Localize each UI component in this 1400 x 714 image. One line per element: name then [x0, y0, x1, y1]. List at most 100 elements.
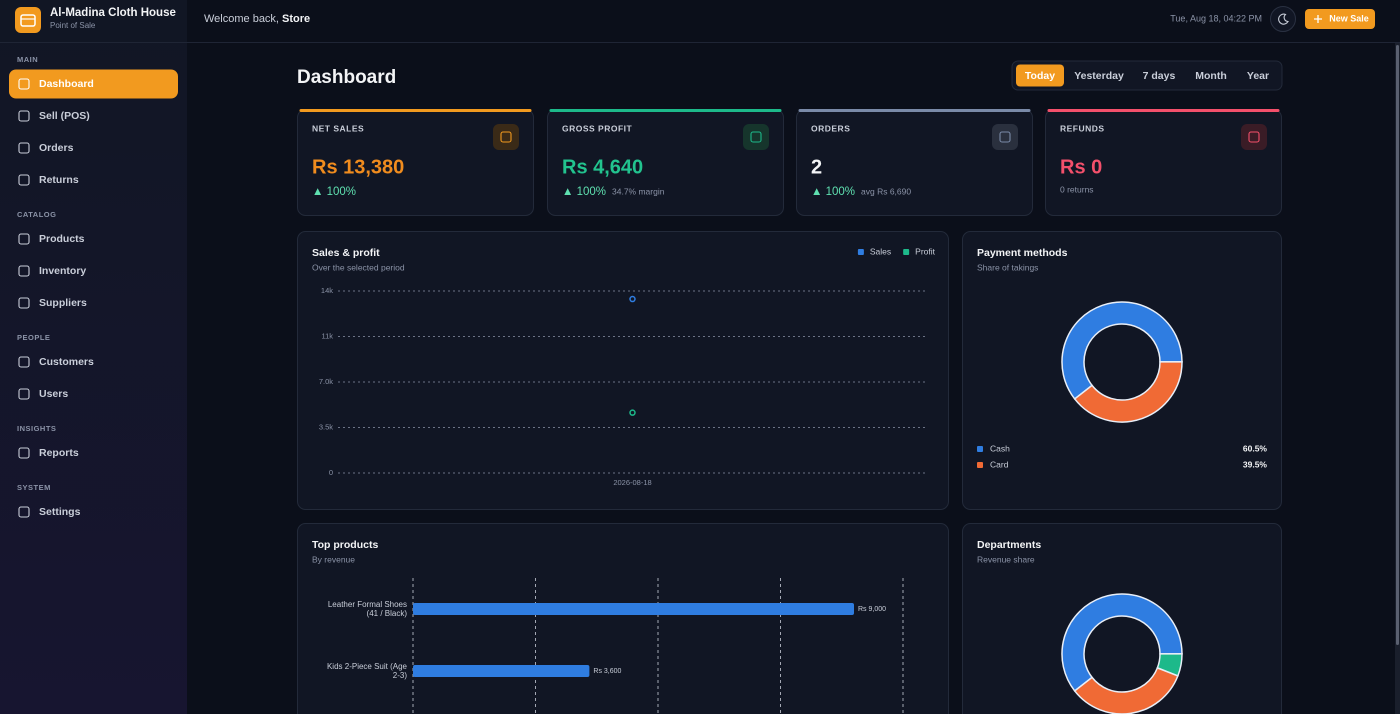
brand-logo [15, 7, 41, 33]
y-tick-label: 3.5k [319, 422, 333, 431]
kpi-value: Rs 4,640 [562, 156, 643, 178]
data-point [629, 409, 636, 416]
theme-toggle[interactable] [1270, 6, 1296, 32]
range-tab[interactable]: Yesterday [1074, 70, 1124, 82]
range-tab[interactable]: Today [1025, 70, 1055, 82]
kpi-value: 2 [811, 156, 822, 178]
y-tick-label: Kids 2-Piece Suit (Age 2-3) [326, 662, 407, 680]
nav-item[interactable]: Customers [39, 356, 94, 368]
kpi-change: ▲ 100% [312, 186, 356, 198]
y-tick-label: 14k [321, 286, 333, 295]
range-tab[interactable]: Year [1247, 70, 1269, 82]
kpi-label: NET SALES [312, 123, 364, 133]
donut-segment [1061, 593, 1183, 692]
kpi-icon-glyph [500, 131, 512, 143]
nav-section: PEOPLE [17, 333, 50, 342]
nav-item[interactable]: Dashboard [39, 78, 94, 90]
y-tick-label: Kids 2-Piece Suit (Age 2-3) [326, 662, 407, 680]
greeting: Welcome back, [204, 13, 279, 25]
kpi-label: ORDERS [811, 123, 850, 133]
nav-item[interactable]: Returns [39, 174, 79, 186]
legend-swatch [857, 249, 864, 255]
y-tick-label: 11k [321, 331, 333, 340]
scrollbar-thumb [1396, 45, 1399, 645]
user-name: Store [282, 13, 310, 25]
kpi-icon-glyph [750, 131, 762, 143]
kpi-icon [992, 124, 1018, 150]
nav-icon [18, 356, 30, 368]
y-tick-label: Leather Formal Shoes (41 / Black) [327, 600, 407, 618]
chart-subtitle: Revenue share [977, 554, 1035, 564]
new-sale-label[interactable]: New Sale [1329, 13, 1369, 23]
chart-title: Payment methods [977, 247, 1068, 259]
y-tick-label: 7.0k [319, 377, 333, 386]
kpi-icon-glyph [999, 131, 1011, 143]
nav-icon [18, 110, 30, 122]
nav-item[interactable]: Users [39, 388, 68, 400]
kpi-icon-glyph [1248, 131, 1260, 143]
y-tick-label: Leather Formal Shoes (41 / Black) [327, 600, 407, 618]
chart-subtitle: By revenue [312, 554, 355, 564]
bar [413, 665, 590, 677]
nav-item[interactable]: Sell (POS) [39, 110, 90, 122]
chart-subtitle: Over the selected period [312, 262, 405, 272]
nav-item[interactable]: Products [39, 233, 85, 245]
data-point [629, 295, 636, 303]
nav-active [9, 69, 178, 99]
nav-item[interactable]: Inventory [39, 265, 86, 277]
chart-title: Departments [977, 539, 1041, 551]
nav-icon [18, 174, 30, 186]
nav-section: INSIGHTS [17, 424, 56, 433]
nav-section: CATALOG [17, 210, 56, 219]
nav-icon [18, 78, 30, 90]
legend-swatch [977, 462, 983, 468]
legend-label: Card [990, 459, 1009, 469]
range-tabs [1011, 60, 1283, 91]
bar [413, 603, 854, 615]
nav-item[interactable]: Orders [39, 142, 74, 154]
donut-segment [1061, 301, 1183, 400]
brand-subtitle: Point of Sale [50, 21, 96, 30]
kpi-note: 0 returns [1060, 184, 1094, 194]
kpi-value: Rs 13,380 [312, 156, 404, 178]
legend-label: Profit [915, 246, 935, 256]
kpi-value: Rs 0 [1060, 156, 1102, 178]
new-sale-icon [1314, 15, 1322, 23]
legend-swatch [903, 249, 910, 255]
nav-icon [18, 506, 30, 518]
nav-section: SYSTEM [17, 483, 51, 492]
kpi-icon [1241, 124, 1267, 150]
range-tab[interactable]: Month [1195, 70, 1227, 82]
nav-icon [18, 388, 30, 400]
legend-label: Cash [990, 443, 1010, 453]
nav-icon [18, 265, 30, 277]
donut-segment [1073, 361, 1183, 423]
chart-card [962, 231, 1282, 510]
range-tab[interactable]: 7 days [1143, 70, 1176, 82]
kpi-label: GROSS PROFIT [562, 123, 633, 133]
chart-card [297, 231, 949, 510]
nav-item[interactable]: Reports [39, 447, 79, 459]
y-tick-label: 0 [329, 468, 333, 477]
theme-icon [1278, 13, 1289, 25]
page-title: Dashboard [297, 67, 396, 88]
kpi-note: 34.7% margin [612, 186, 665, 196]
nav-item[interactable]: Settings [39, 506, 81, 518]
legend-swatch [977, 446, 983, 452]
x-tick-label: 2026-08-18 [613, 478, 651, 487]
nav-item[interactable]: Suppliers [39, 297, 87, 309]
bar-value-label: Rs 3,600 [593, 668, 621, 675]
bar-value-label: Rs 9,000 [858, 606, 886, 613]
kpi-change: ▲ 100% [562, 186, 606, 198]
donut-segment [1073, 666, 1179, 714]
kpi-label: REFUNDS [1060, 123, 1105, 133]
chart-card [962, 523, 1282, 714]
kpi-change: ▲ 100% [811, 186, 855, 198]
brand-logo-icon [20, 14, 36, 27]
kpi-note: avg Rs 6,690 [861, 186, 911, 196]
kpi-icon [493, 124, 519, 150]
chart-title: Sales & profit [312, 247, 380, 259]
nav-section: MAIN [17, 55, 38, 64]
new-sale-button[interactable] [1305, 9, 1375, 29]
nav-icon [18, 142, 30, 154]
